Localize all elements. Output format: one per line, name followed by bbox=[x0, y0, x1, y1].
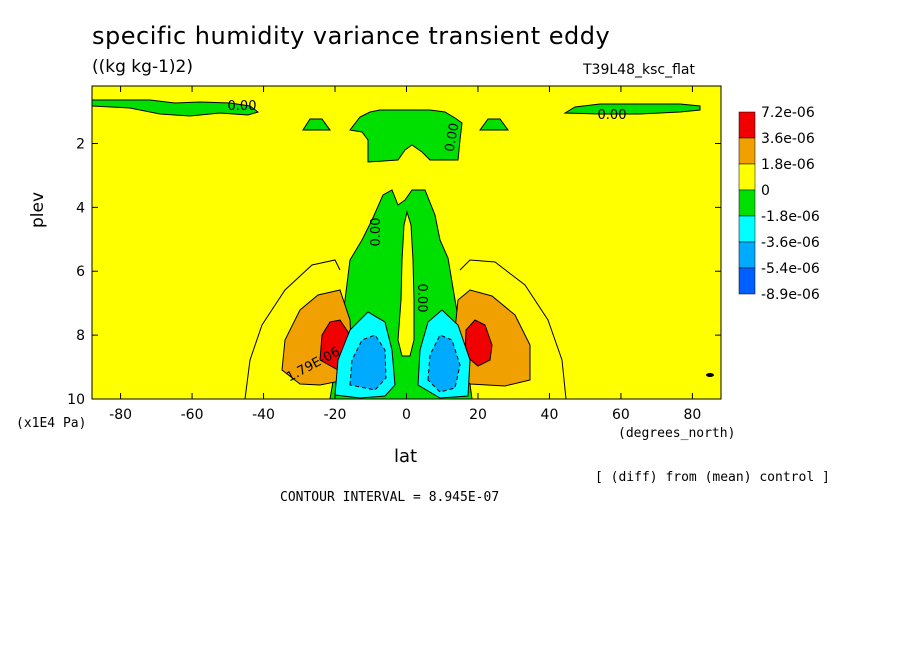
y-tick-label: 8 bbox=[76, 328, 85, 344]
y-tick-label: 10 bbox=[67, 392, 85, 408]
legend-label: 0 bbox=[761, 183, 770, 199]
x-tick-label: 20 bbox=[469, 407, 487, 423]
contour-label: 0.00 bbox=[228, 99, 257, 114]
legend-label: 7.2e-06 bbox=[761, 105, 815, 121]
legend-swatch bbox=[738, 215, 756, 243]
contour-positive-outer-sh bbox=[244, 259, 341, 399]
filled-contours bbox=[92, 86, 721, 399]
legend-swatch bbox=[738, 241, 756, 269]
contour-positive-outer-nh bbox=[459, 259, 567, 399]
legend-label: -1.8e-06 bbox=[761, 209, 820, 225]
contour-label: 0.00 bbox=[369, 218, 384, 247]
legend-swatch bbox=[738, 163, 756, 191]
contour-interval: CONTOUR INTERVAL = 8.945E-07 bbox=[280, 490, 500, 505]
y-axis-units: (x1E4 Pa) bbox=[16, 416, 87, 431]
x-axis-units: (degrees_north) bbox=[618, 426, 736, 441]
x-tick-label: 80 bbox=[683, 407, 701, 423]
run-name: T39L48_ksc_flat bbox=[583, 62, 695, 78]
y-tick-label: 6 bbox=[76, 264, 85, 280]
legend-label: 1.8e-06 bbox=[761, 157, 815, 173]
legend-label: -8.9e-06 bbox=[761, 287, 820, 303]
diff-note: [ (diff) from (mean) control ] bbox=[595, 470, 830, 485]
small-feature-85n bbox=[706, 373, 714, 377]
contour-label: 0.00 bbox=[443, 122, 463, 153]
fill-upper-negative-center bbox=[349, 109, 463, 163]
x-tick-label: 0 bbox=[402, 407, 411, 423]
x-tick-label: -40 bbox=[252, 407, 275, 423]
chart-units: ((kg kg-1)2) bbox=[92, 57, 193, 77]
fill-max-nh bbox=[464, 319, 493, 367]
fill-min-nh-blue bbox=[427, 334, 461, 393]
x-axis-ticks: -80 -60 -40 -20 0 20 40 60 80 bbox=[109, 86, 701, 423]
y-tick-label: 4 bbox=[76, 200, 85, 216]
fill-upper-negative-sh-small bbox=[302, 118, 331, 131]
fill-min-sh-blue bbox=[349, 334, 387, 391]
contour-label: 0.00 bbox=[414, 284, 429, 313]
x-tick-label: -60 bbox=[181, 407, 204, 423]
fill-upper-negative-nh-small bbox=[479, 118, 509, 131]
legend-swatch bbox=[738, 111, 756, 139]
fill-upper-negative-sh bbox=[92, 99, 260, 117]
legend-swatch bbox=[738, 267, 756, 295]
x-tick-label: -80 bbox=[109, 407, 132, 423]
x-tick-label: 40 bbox=[541, 407, 559, 423]
chart-title: specific humidity variance transient edd… bbox=[92, 22, 611, 50]
x-tick-label: 60 bbox=[612, 407, 630, 423]
legend-swatch bbox=[738, 137, 756, 165]
y-tick-label: 2 bbox=[76, 136, 85, 152]
legend: 7.2e-06 3.6e-06 1.8e-06 0 -1.8e-06 -3.6e-06 -5… bbox=[738, 105, 820, 303]
x-tick-label: -20 bbox=[324, 407, 347, 423]
y-axis-ticks: 2 4 6 8 10 bbox=[67, 136, 721, 408]
legend-label: 3.6e-06 bbox=[761, 131, 815, 147]
legend-label: -5.4e-06 bbox=[761, 261, 820, 277]
x-axis-label: lat bbox=[394, 446, 418, 467]
contour-label: 0.00 bbox=[598, 108, 627, 123]
legend-swatch bbox=[738, 189, 756, 217]
legend-label: -3.6e-06 bbox=[761, 235, 820, 251]
fill-upper-negative-nh bbox=[563, 103, 701, 115]
fill-center-zero-tongue bbox=[397, 210, 415, 357]
